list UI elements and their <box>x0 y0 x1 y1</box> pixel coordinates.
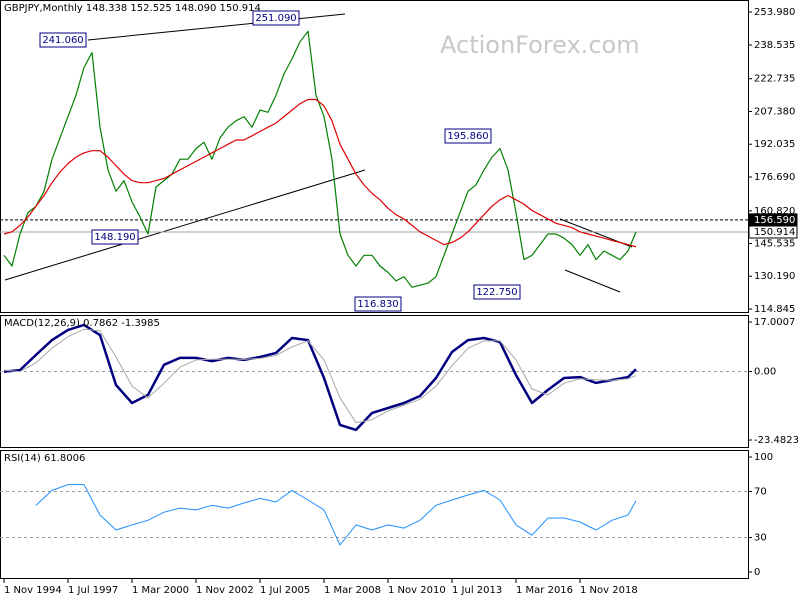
annotation-box <box>252 10 300 26</box>
panel-title: RSI(14) 61.8006 <box>4 453 85 464</box>
panel-title: MACD(12,26,9) 0.7862 -1.3985 <box>4 318 160 329</box>
y-tick-label: 0.00 <box>754 367 776 378</box>
x-tick-label: 1 Jul 2013 <box>452 585 502 596</box>
annotation: 122.750 <box>476 287 517 298</box>
panel-title: GBPJPY,Monthly 148.338 152.525 148.090 1… <box>4 3 261 14</box>
y-tick-label: 238.535 <box>754 40 795 51</box>
y-tick-label: 176.690 <box>754 172 795 183</box>
series-line <box>3 98 637 248</box>
annotation: 241.060 <box>42 35 83 46</box>
x-tick-label: 1 Mar 2000 <box>132 585 189 596</box>
y-tick-label: -23.4823 <box>754 435 799 446</box>
annotation: 251.090 <box>255 13 296 24</box>
series-line <box>35 484 637 546</box>
annotation-box <box>354 296 402 312</box>
panel-frame <box>0 315 749 448</box>
y-tick-label: 70 <box>754 487 767 498</box>
panel-frame <box>0 450 749 579</box>
trend-line <box>4 169 366 281</box>
y-tick-label: 0 <box>754 567 760 578</box>
watermark: ActionForex.com <box>440 31 640 59</box>
y-tick-label: 207.380 <box>754 106 795 117</box>
x-tick-label: 1 Jul 2005 <box>260 585 310 596</box>
annotation-box <box>473 284 521 300</box>
annotation: 195.860 <box>447 131 488 142</box>
x-tick-label: 1 Mar 2008 <box>324 585 381 596</box>
annotation: 116.830 <box>357 299 398 310</box>
x-tick-label: 1 Mar 2016 <box>516 585 573 596</box>
y-tick-label: 30 <box>754 533 767 544</box>
x-tick-label: 1 Nov 2018 <box>580 585 638 596</box>
y-tick-label: 222.735 <box>754 74 795 85</box>
series-line <box>3 328 637 424</box>
annotation-box <box>39 32 87 48</box>
y-tick-label: 253.980 <box>754 7 795 18</box>
panel-frame <box>0 0 749 313</box>
x-tick-label: 1 Jul 1997 <box>68 585 118 596</box>
y-tick-label: 100 <box>754 452 773 463</box>
annotation: 148.190 <box>94 232 135 243</box>
trend-line <box>87 13 346 41</box>
price-marker-label: 156.590 <box>754 215 795 226</box>
y-tick-label: 130.190 <box>754 271 795 282</box>
series-line <box>3 30 637 288</box>
y-tick-label: 160.820 <box>754 206 795 217</box>
annotation-box <box>444 128 492 144</box>
x-tick-label: 1 Nov 1994 <box>4 585 62 596</box>
y-tick-label: 114.845 <box>754 304 795 315</box>
series-line <box>3 323 637 432</box>
price-marker-label: 150.914 <box>754 227 795 238</box>
y-tick-label: 145.535 <box>754 238 795 249</box>
annotation-box <box>91 229 139 245</box>
x-tick-label: 1 Nov 2002 <box>196 585 254 596</box>
price-marker <box>748 225 798 239</box>
x-tick-label: 1 Nov 2010 <box>388 585 446 596</box>
y-tick-label: 17.0007 <box>754 317 795 328</box>
y-tick-label: 192.035 <box>754 139 795 150</box>
trend-line <box>564 269 621 293</box>
